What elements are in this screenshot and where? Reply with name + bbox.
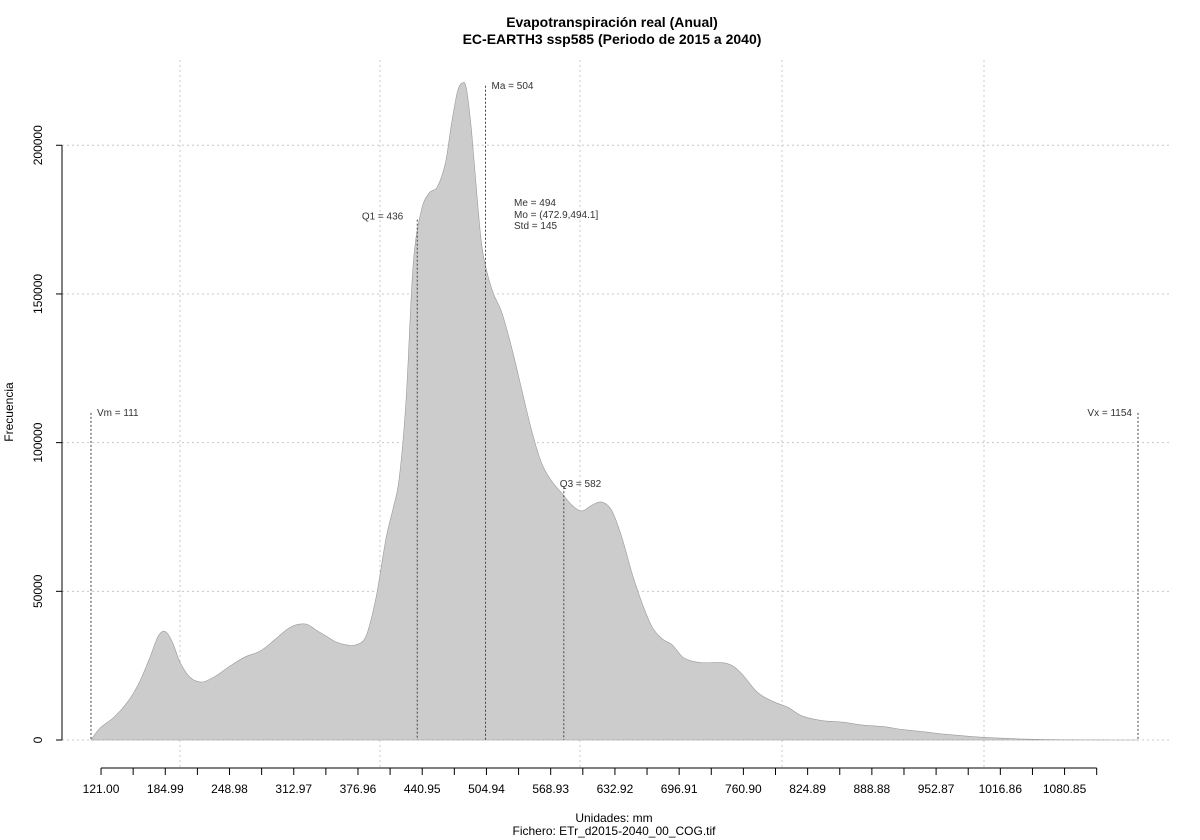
x-tick-label: 312.97 (275, 782, 312, 796)
y-tick-label: 200000 (31, 125, 45, 165)
y-axis-label: Frecuencia (2, 382, 16, 442)
chart-title: Evapotranspiración real (Anual) (506, 14, 718, 30)
x-tick-label: 504.94 (468, 782, 505, 796)
x-axis-label: Unidades: mm (575, 811, 652, 825)
stat-lines: Vm = 111 Q1 = 436 Ma = 504 Q3 = 582 Vx = 115… (90, 81, 1139, 740)
x-tick-label: 888.88 (854, 782, 891, 796)
stat-std: Std = 145 (514, 221, 558, 232)
x-tick-label: 632.92 (597, 782, 634, 796)
x-axis: 121.00 184.99 248.98 312.97 376.96 440.95 504.… (83, 767, 1098, 796)
stats-box: Me = 494 Mo = (472.9,494.1] Std = 145 (514, 198, 598, 232)
x-tick-label: 568.93 (532, 782, 569, 796)
x-tick-label: 376.96 (340, 782, 377, 796)
stat-label-1: Q1 = 436 (362, 212, 404, 223)
x-tick-label: 952.87 (918, 782, 955, 796)
x-tick-label: 824.89 (789, 782, 826, 796)
y-tick-label: 100000 (31, 422, 45, 462)
x-tick-label: 696.91 (661, 782, 698, 796)
x-tick-label: 248.98 (211, 782, 248, 796)
stat-mode: Mo = (472.9,494.1] (514, 210, 598, 221)
stat-label-2: Ma = 504 (492, 81, 534, 92)
density-area (90, 82, 1138, 741)
y-tick-label: 0 (31, 736, 45, 743)
x-tick-label: 184.99 (147, 782, 184, 796)
x-tick-label: 121.00 (83, 782, 120, 796)
y-tick-label: 50000 (31, 574, 45, 608)
stat-label-3: Q3 = 582 (560, 479, 602, 490)
x-tick-label: 440.95 (404, 782, 441, 796)
y-axis: 0 50000 100000 150000 200000 (31, 125, 63, 743)
x-tick-label: 760.90 (725, 782, 762, 796)
file-caption: Fichero: ETr_d2015-2040_00_COG.tif (513, 824, 717, 838)
x-tick-label: 1016.86 (979, 782, 1023, 796)
chart-subtitle: EC-EARTH3 ssp585 (Periodo de 2015 a 2040… (463, 31, 762, 47)
stat-label-4: Vx = 1154 (1087, 408, 1132, 419)
stat-median: Me = 494 (514, 198, 556, 209)
stat-label-0: Vm = 111 (97, 408, 139, 419)
y-tick-label: 150000 (31, 274, 45, 314)
x-tick-label: 1080.85 (1043, 782, 1087, 796)
